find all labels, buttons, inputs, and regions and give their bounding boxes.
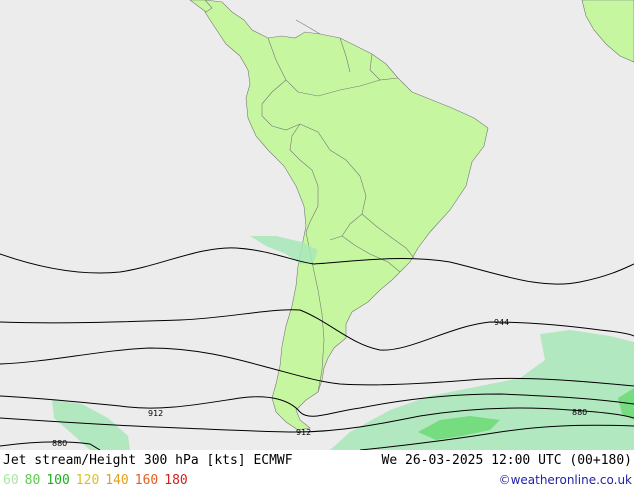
contour-label: 912 <box>296 428 311 437</box>
contour-line-3 <box>0 347 634 387</box>
legend-item: 140 <box>105 473 129 488</box>
contour-line-880 <box>0 424 634 450</box>
contour-labels: 944 912 912 880 880 <box>52 318 587 448</box>
jet-band-southwest <box>52 400 130 450</box>
legend-item: 60 <box>3 473 19 488</box>
jet-patch-andes <box>250 236 318 264</box>
contour-line-912 <box>0 393 634 417</box>
footer: Jet stream/Height 300 hPa [kts] ECMWF We… <box>0 450 634 490</box>
map: 944 912 912 880 880 <box>0 0 634 450</box>
jet-stream-areas <box>52 236 634 450</box>
contour-label: 944 <box>494 318 509 327</box>
contour-line-912b <box>0 407 634 433</box>
legend-item: 120 <box>75 473 100 488</box>
contour-label: 912 <box>148 409 163 418</box>
central-america-land <box>189 0 213 13</box>
jet-core-east <box>618 388 634 420</box>
legend-item: 160 <box>134 473 159 488</box>
jet-band-southeast <box>330 330 634 450</box>
contour-label: 880 <box>572 408 587 417</box>
legend-item: 180 <box>164 473 188 488</box>
contour-label: 880 <box>52 439 67 448</box>
legend-item: 100 <box>46 473 70 488</box>
jet-core <box>418 416 500 440</box>
south-america-land <box>204 0 489 431</box>
africa-land <box>581 0 634 63</box>
contour-line-944 <box>0 309 634 351</box>
contour-line-1 <box>0 247 634 285</box>
speed-legend: 60 80 100 120 140 160 180 <box>3 473 194 488</box>
height-contours <box>0 247 634 450</box>
credit-link[interactable]: ©weatheronline.co.uk <box>498 473 632 487</box>
legend-item: 80 <box>24 473 41 488</box>
valid-time: We 26-03-2025 12:00 UTC (00+180) <box>381 453 632 468</box>
map-title: Jet stream/Height 300 hPa [kts] ECMWF <box>3 453 293 468</box>
